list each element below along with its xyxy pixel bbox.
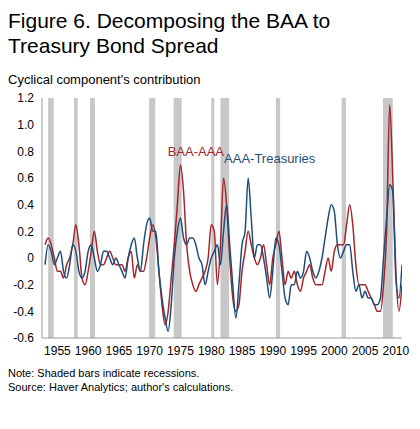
svg-text:1975: 1975 xyxy=(167,344,194,358)
svg-text:BAA-AAA: BAA-AAA xyxy=(168,144,225,159)
svg-text:1965: 1965 xyxy=(106,344,133,358)
svg-text:-0.6: -0.6 xyxy=(13,331,34,345)
svg-text:1955: 1955 xyxy=(44,344,71,358)
html-text:Figure 6. Decomposing the BAA: Figure 6. Decomposing the BAA to Treasur… xyxy=(8,9,331,57)
svg-text:1.0: 1.0 xyxy=(17,118,34,132)
svg-text:2010: 2010 xyxy=(382,344,409,358)
svg-text:2000: 2000 xyxy=(321,344,348,358)
html-text:Cyclical component's contribut: Cyclical component's contribution xyxy=(8,72,201,87)
svg-text:0.4: 0.4 xyxy=(17,198,34,212)
svg-text:-0.4: -0.4 xyxy=(13,305,34,319)
svg-text:1995: 1995 xyxy=(290,344,317,358)
html-text:Source: Haver Analytics; autho: Source: Haver Analytics; author's calcul… xyxy=(8,381,234,393)
svg-text:1.2: 1.2 xyxy=(17,91,34,105)
svg-text:2005: 2005 xyxy=(352,344,379,358)
svg-text:0.6: 0.6 xyxy=(17,171,34,185)
svg-text:0.2: 0.2 xyxy=(17,225,34,239)
svg-text:0.8: 0.8 xyxy=(17,145,34,159)
svg-text:1985: 1985 xyxy=(229,344,256,358)
svg-text:0: 0 xyxy=(27,251,34,265)
svg-text:-0.2: -0.2 xyxy=(13,278,34,292)
svg-text:AAA-Treasuries: AAA-Treasuries xyxy=(224,151,316,166)
svg-text:1970: 1970 xyxy=(136,344,163,358)
svg-text:1960: 1960 xyxy=(75,344,102,358)
svg-text:1990: 1990 xyxy=(259,344,286,358)
svg-text:1980: 1980 xyxy=(198,344,225,358)
html-text:Note: Shaded bars indicate rec: Note: Shaded bars indicate recessions. xyxy=(8,367,200,379)
